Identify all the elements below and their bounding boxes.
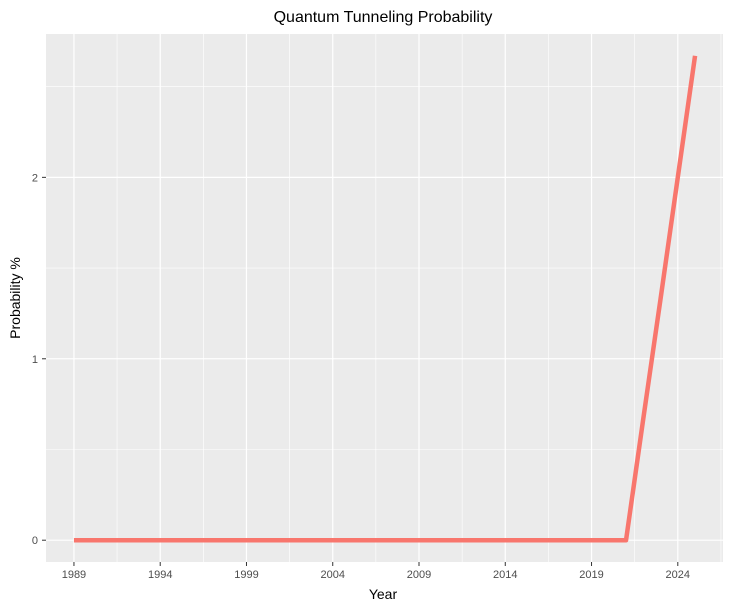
- data-point: [521, 538, 525, 542]
- data-point: [365, 538, 369, 542]
- data-point: [210, 538, 214, 542]
- data-point: [452, 538, 456, 542]
- data-point: [383, 538, 387, 542]
- data-point: [659, 297, 663, 301]
- data-point: [607, 538, 611, 542]
- data-point: [244, 538, 248, 542]
- x-tick-label: 1999: [234, 569, 258, 581]
- x-tick-label: 2014: [493, 569, 517, 581]
- y-tick-label: 1: [32, 354, 38, 366]
- data-point: [503, 538, 507, 542]
- data-point: [296, 538, 300, 542]
- data-point: [227, 538, 231, 542]
- data-point: [590, 538, 594, 542]
- x-tick-label: 2019: [579, 569, 603, 581]
- data-point: [572, 538, 576, 542]
- data-point: [124, 538, 128, 542]
- data-point: [555, 538, 559, 542]
- x-tick-label: 1994: [148, 569, 172, 581]
- plot-panel: [46, 34, 723, 562]
- data-point: [262, 538, 266, 542]
- data-point: [72, 538, 76, 542]
- data-point: [486, 538, 490, 542]
- data-point: [434, 538, 438, 542]
- data-point: [106, 538, 110, 542]
- data-point: [624, 538, 628, 542]
- data-point: [331, 538, 335, 542]
- x-axis-label: Year: [369, 586, 398, 602]
- data-point: [89, 538, 93, 542]
- data-point: [400, 538, 404, 542]
- data-point: [279, 538, 283, 542]
- data-point: [538, 538, 542, 542]
- data-point: [693, 54, 697, 58]
- data-point: [641, 417, 645, 421]
- data-point: [469, 538, 473, 542]
- data-point: [175, 538, 179, 542]
- series-layer: [72, 54, 698, 543]
- data-point: [313, 538, 317, 542]
- data-point: [158, 538, 162, 542]
- axes: 1989 1994 1999 2004 2009 2014 2019 2024 0 1 2: [32, 172, 690, 581]
- x-tick-label: 2004: [320, 569, 344, 581]
- plot-background: [46, 34, 723, 562]
- series-line: [73, 55, 698, 543]
- data-point: [193, 538, 197, 542]
- data-point: [141, 538, 145, 542]
- y-axis-label: Probability %: [7, 257, 23, 339]
- x-tick-label: 2009: [407, 569, 431, 581]
- x-tick-label: 1989: [62, 569, 86, 581]
- data-point: [676, 175, 680, 179]
- y-tick-label: 0: [32, 535, 38, 547]
- x-tick-label: 2024: [666, 569, 690, 581]
- chart-title: Quantum Tunneling Probability: [274, 9, 493, 26]
- y-tick-label: 2: [32, 172, 38, 184]
- gridlines: [46, 34, 723, 562]
- data-point: [417, 538, 421, 542]
- data-point: [348, 538, 352, 542]
